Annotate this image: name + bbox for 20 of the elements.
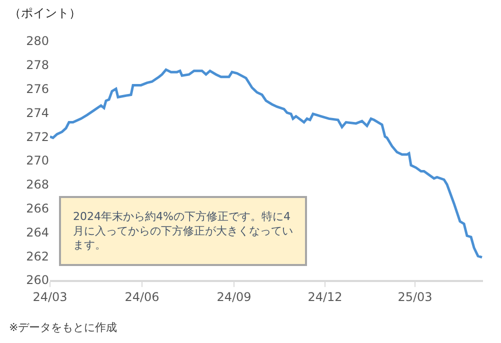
y-tick-label: 274 (26, 106, 49, 120)
x-tick-label: 24/12 (308, 290, 342, 304)
y-tick-label: 270 (26, 154, 49, 168)
y-axis-title: （ポイント） (9, 6, 81, 20)
x-tick-label: 24/03 (32, 290, 68, 304)
y-tick-label: 264 (26, 225, 49, 240)
x-tick-label: 24/09 (216, 290, 252, 304)
y-tick-label: 268 (26, 178, 49, 192)
x-tick-label: 24/06 (124, 290, 160, 304)
x-tick-label: 25/03 (398, 290, 432, 304)
y-tick-label: 272 (26, 130, 49, 144)
y-tick-label: 260 (26, 273, 49, 288)
y-tick-label: 266 (26, 202, 49, 216)
annotation: 2024年末から約4%の下方修正です。特に4月に入ってからの下方修正が大きくなっています。 (73, 210, 293, 252)
y-tick-label: 278 (26, 58, 49, 72)
y-tick-label: 262 (26, 249, 49, 264)
y-tick-label: 276 (26, 82, 49, 96)
line-series (50, 68, 483, 259)
text: ※データをもとに作成 (9, 321, 118, 334)
y-tick-label: 280 (26, 34, 49, 48)
